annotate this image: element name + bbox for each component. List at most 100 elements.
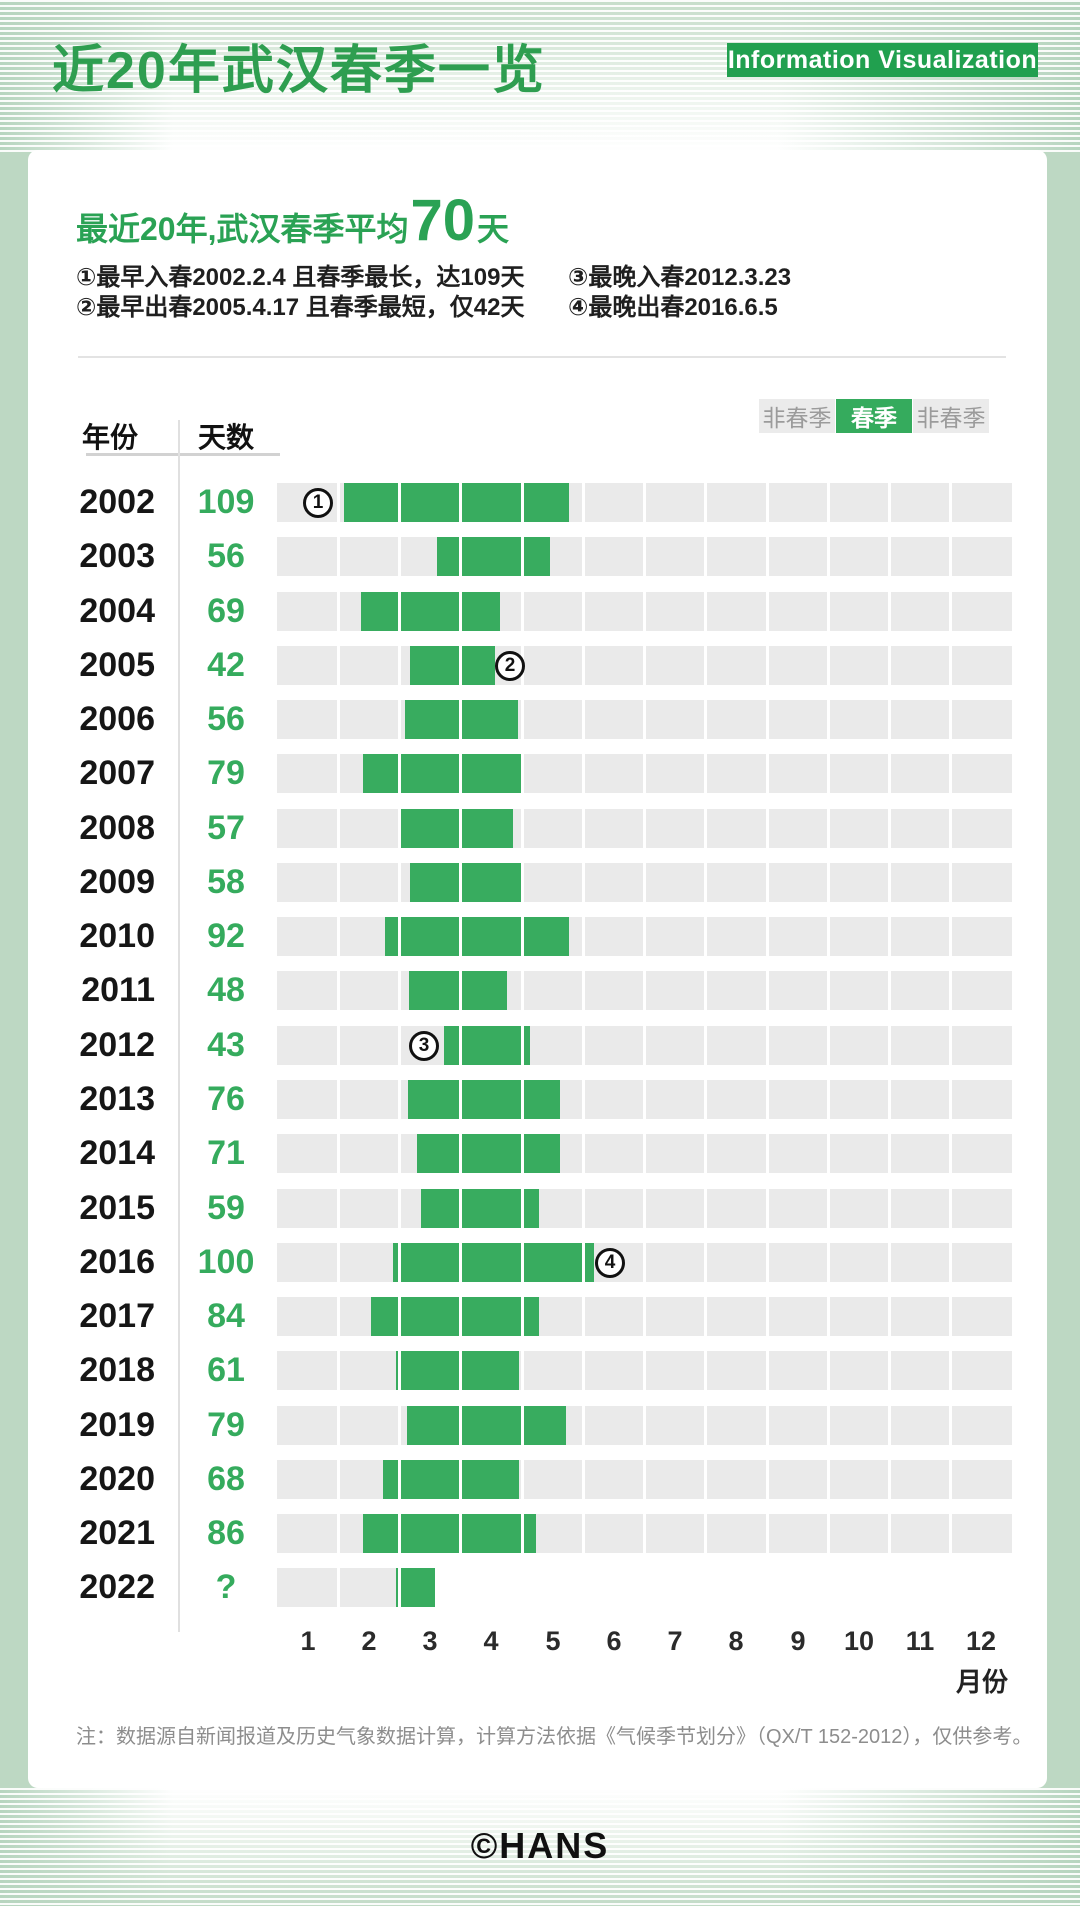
month-separator: [949, 483, 952, 522]
month-separator: [459, 754, 462, 793]
axis-tick-month-4: 4: [483, 1626, 499, 1656]
month-separator: [766, 863, 769, 902]
source-note: 注：数据源自新闻报道及历史气象数据计算，计算方法依据《气候季节划分》（QX/T …: [76, 1726, 1033, 1748]
month-separator: [949, 1134, 952, 1173]
month-separator: [459, 1351, 462, 1390]
striped-footer-band: [0, 1788, 1080, 1906]
row-days-2018: 61: [207, 1351, 245, 1389]
summary-suffix: 天: [477, 211, 510, 247]
row-year-2017: 2017: [79, 1297, 155, 1335]
month-separator: [888, 809, 891, 848]
row-days-2008: 57: [207, 809, 245, 847]
month-separator: [337, 1406, 340, 1445]
month-separator: [521, 1189, 524, 1228]
month-separator: [643, 483, 646, 522]
month-separator: [888, 754, 891, 793]
month-separator: [521, 971, 524, 1010]
row-days-2019: 79: [207, 1406, 245, 1444]
month-separator: [459, 1243, 462, 1282]
month-separator: [398, 1243, 401, 1282]
row-year-2018: 2018: [79, 1351, 155, 1389]
month-separator: [827, 1460, 830, 1499]
row-days-2022: ?: [215, 1568, 237, 1606]
month-separator: [827, 1406, 830, 1445]
month-separator: [459, 700, 462, 739]
month-separator: [766, 1297, 769, 1336]
axis-tick-month-8: 8: [728, 1626, 744, 1656]
month-separator: [398, 809, 401, 848]
month-separator: [459, 971, 462, 1010]
month-separator: [521, 1351, 524, 1390]
row-days-2012: 43: [207, 1026, 245, 1064]
summary-prefix: 最近20年,武汉春季平均: [76, 211, 409, 247]
month-separator: [766, 809, 769, 848]
month-separator: [459, 1080, 462, 1119]
row-days-2006: 56: [207, 700, 245, 738]
month-separator: [582, 809, 585, 848]
month-separator: [521, 1406, 524, 1445]
month-separator: [949, 809, 952, 848]
month-separator: [949, 1460, 952, 1499]
month-separator: [704, 1460, 707, 1499]
month-separator: [827, 971, 830, 1010]
row-days-2004: 69: [207, 592, 245, 630]
month-separator: [337, 1243, 340, 1282]
month-separator: [766, 971, 769, 1010]
row-track-2022: [277, 1568, 435, 1607]
month-separator: [459, 1460, 462, 1499]
spring-bar-2008: [398, 809, 513, 848]
month-separator: [949, 1351, 952, 1390]
month-separator: [827, 483, 830, 522]
month-separator: [643, 809, 646, 848]
month-separator: [888, 537, 891, 576]
row-days-2021: 86: [207, 1514, 245, 1552]
month-separator: [521, 1026, 524, 1065]
spring-bar-2010: [385, 917, 569, 956]
month-separator: [766, 1189, 769, 1228]
month-separator: [766, 1460, 769, 1499]
column-header-year: 年份: [81, 422, 138, 453]
month-separator: [398, 1460, 401, 1499]
month-separator: [398, 917, 401, 956]
row-year-2007: 2007: [79, 754, 155, 792]
month-separator: [766, 1406, 769, 1445]
month-separator: [888, 1460, 891, 1499]
row-track-2003: [277, 537, 1012, 576]
month-separator: [398, 1351, 401, 1390]
axis-tick-month-1: 1: [300, 1626, 316, 1656]
month-separator: [888, 1297, 891, 1336]
month-separator: [766, 917, 769, 956]
axis-tick-month-7: 7: [667, 1626, 683, 1656]
month-separator: [704, 1189, 707, 1228]
month-separator: [521, 483, 524, 522]
month-separator: [582, 1243, 585, 1282]
spring-bar-2020: [383, 1460, 519, 1499]
spring-bar-2018: [396, 1351, 519, 1390]
spring-bar-2013: [408, 1080, 560, 1119]
month-separator: [582, 863, 585, 902]
row-days-2016: 100: [197, 1243, 255, 1281]
month-separator: [827, 592, 830, 631]
month-separator: [827, 700, 830, 739]
month-separator: [643, 1514, 646, 1553]
month-separator: [459, 1189, 462, 1228]
month-separator: [582, 537, 585, 576]
row-track-2014: [277, 1134, 1012, 1173]
row-track-2013: [277, 1080, 1012, 1119]
row-year-2012: 2012: [79, 1026, 155, 1064]
row-track-2007: [277, 754, 1012, 793]
month-separator: [582, 1514, 585, 1553]
month-separator: [643, 1297, 646, 1336]
month-separator: [582, 483, 585, 522]
month-separator: [521, 1080, 524, 1119]
month-separator: [766, 1026, 769, 1065]
column-header-underline: [86, 453, 280, 456]
row-year-2004: 2004: [79, 592, 155, 630]
annotation-3: ③最晚入春2012.3.23: [568, 264, 792, 291]
month-separator: [949, 1080, 952, 1119]
month-separator: [704, 483, 707, 522]
month-separator: [337, 971, 340, 1010]
legend: 非春季 春季 非春季: [759, 399, 989, 433]
row-track-2018: [277, 1351, 1012, 1390]
spring-bar-2003: [437, 537, 550, 576]
